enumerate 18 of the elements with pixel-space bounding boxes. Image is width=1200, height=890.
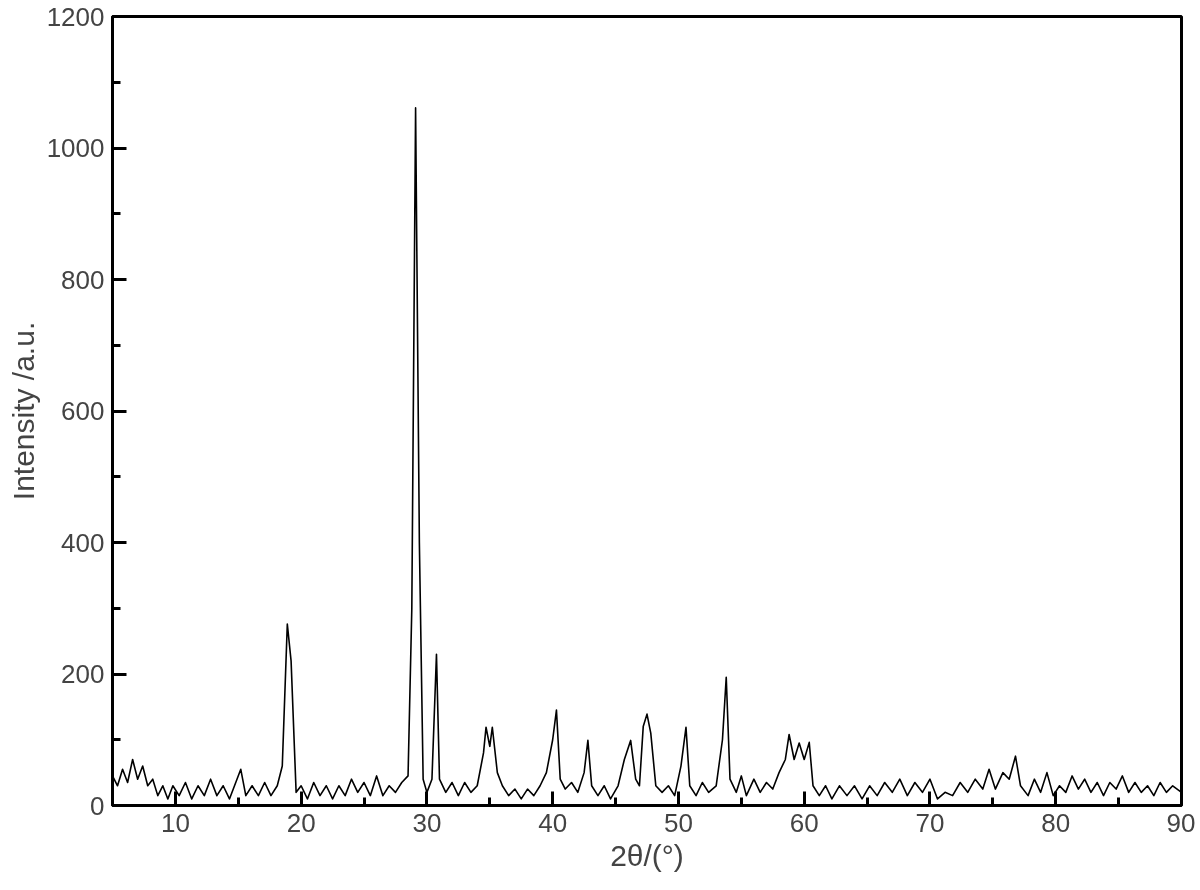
x-tick-label: 30 (412, 807, 442, 838)
y-tick-label: 0 (90, 790, 105, 821)
x-tick-label: 20 (286, 807, 316, 838)
y-tick-label: 200 (61, 659, 105, 689)
y-axis-title: Intensity /a.u. (6, 321, 40, 501)
y-tick-label: 400 (61, 527, 105, 558)
x-tick-label: 80 (1041, 807, 1071, 838)
x-axis-title: 2θ/(°) (610, 838, 684, 872)
y-tick-label: 800 (61, 264, 105, 295)
y-tick-label: 1200 (46, 1, 105, 32)
x-tick-label: 60 (789, 807, 819, 838)
y-tick-label: 1000 (46, 133, 105, 163)
x-tick-label: 40 (538, 807, 568, 838)
x-tick-label: 70 (915, 807, 945, 838)
y-tick-label: 600 (61, 396, 105, 426)
x-tick-label: 50 (663, 807, 693, 838)
x-tick-label: 10 (160, 807, 190, 838)
x-tick-label: 90 (1166, 807, 1196, 838)
